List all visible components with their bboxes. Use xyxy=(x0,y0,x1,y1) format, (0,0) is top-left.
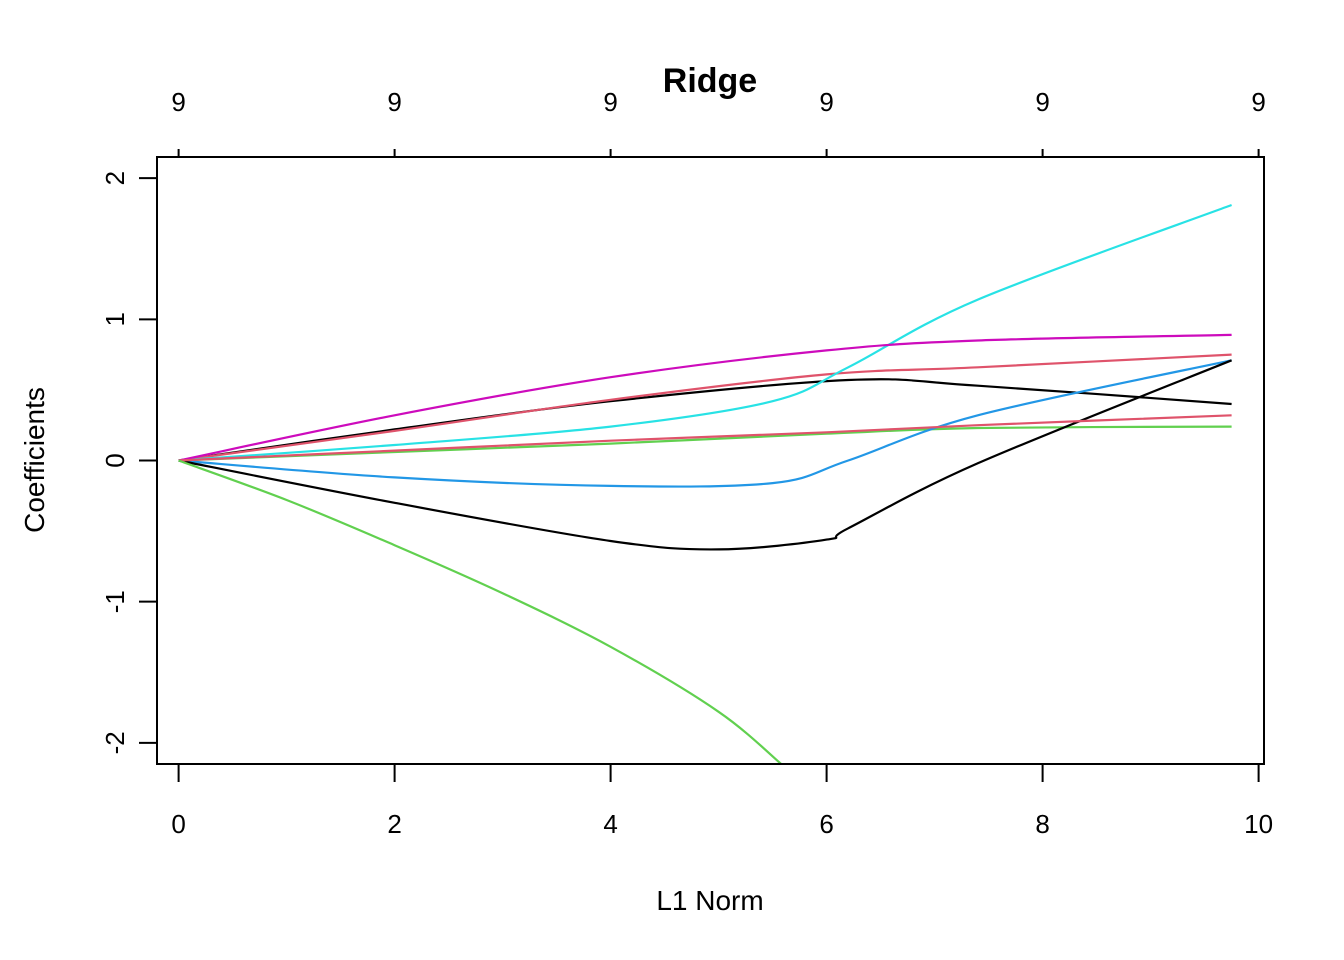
top-tick-label: 9 xyxy=(387,87,401,117)
y-tick-label: 2 xyxy=(100,171,130,185)
coefficient-path-4 xyxy=(178,359,1232,488)
x-tick-label: 0 xyxy=(171,809,185,839)
coefficient-path-1 xyxy=(178,378,1232,462)
chart-title: Ridge xyxy=(663,62,757,100)
coefficient-path-6 xyxy=(178,333,1232,462)
x-tick-label: 6 xyxy=(819,809,833,839)
x-tick-label: 2 xyxy=(387,809,401,839)
y-axis: -2 -1 0 1 2 xyxy=(100,171,158,754)
y-axis-title: Coefficients xyxy=(19,387,50,533)
y-tick-label: -2 xyxy=(100,731,130,754)
series-layer xyxy=(178,203,1233,764)
coefficient-path-7 xyxy=(178,359,1233,551)
y-tick-label: 0 xyxy=(100,453,130,467)
x-tick-label: 10 xyxy=(1244,809,1273,839)
top-tick-label: 9 xyxy=(1251,87,1265,117)
y-tick-label: -1 xyxy=(100,590,130,613)
x-axis: 0 2 4 6 8 10 xyxy=(171,763,1273,839)
coefficient-path-5 xyxy=(178,203,1232,462)
top-tick-label: 9 xyxy=(603,87,617,117)
y-tick-label: 1 xyxy=(100,312,130,326)
coefficient-path-9 xyxy=(178,459,782,764)
coefficient-path-2 xyxy=(178,353,1232,462)
x-tick-label: 8 xyxy=(1035,809,1049,839)
coefficient-path-8 xyxy=(178,414,1232,462)
x-axis-title: L1 Norm xyxy=(656,885,763,916)
top-tick-label: 9 xyxy=(171,87,185,117)
top-tick-label: 9 xyxy=(819,87,833,117)
top-axis: 9 9 9 9 9 9 xyxy=(171,87,1266,158)
plot-frame xyxy=(156,156,1265,765)
x-tick-label: 4 xyxy=(603,809,617,839)
top-tick-label: 9 xyxy=(1035,87,1049,117)
coefficient-path-3 xyxy=(178,425,1232,462)
